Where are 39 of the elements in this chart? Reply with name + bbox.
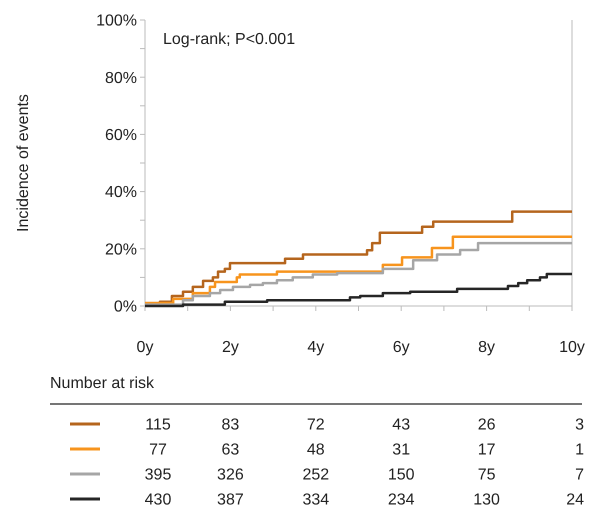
- text: 115: [145, 416, 171, 434]
- text: 31: [392, 442, 410, 459]
- y-tick-label: 60%: [104, 127, 137, 144]
- text: 24: [566, 492, 584, 509]
- text: 130: [473, 492, 500, 509]
- x-tick-label: 2y: [222, 339, 239, 356]
- y-axis-title: Incidence of events: [15, 94, 32, 232]
- y-tick-label: 80%: [104, 70, 137, 87]
- text: 72: [306, 416, 325, 434]
- text: Number at risk: [50, 375, 156, 392]
- x-tick-label: 8y: [478, 339, 496, 356]
- x-tick-label: 0y: [136, 339, 154, 356]
- y-tick-label: 100%: [96, 12, 137, 30]
- x-tick-label: 6y: [392, 339, 410, 356]
- text: 3: [575, 416, 584, 434]
- text: 150: [388, 466, 415, 484]
- y-tick-label: 0%: [114, 298, 137, 316]
- annotation: Log-rank; P<0.001: [163, 31, 296, 48]
- text: 83: [222, 416, 240, 434]
- x-tick-label: 4y: [307, 339, 324, 356]
- text: 395: [144, 466, 172, 484]
- y-tick-label: 20%: [104, 241, 137, 258]
- text: 387: [217, 492, 244, 509]
- text: 430: [144, 492, 172, 509]
- text: 17: [478, 442, 496, 459]
- text: 252: [302, 466, 330, 484]
- text: 63: [222, 442, 240, 459]
- y-tick-label: 40%: [104, 184, 137, 202]
- text: 334: [302, 492, 330, 509]
- text: 43: [392, 416, 410, 434]
- text: 1: [575, 442, 584, 459]
- text: 326: [217, 466, 244, 484]
- text: 77: [149, 442, 167, 459]
- x-tick-label: 10y: [559, 339, 585, 356]
- text: 48: [306, 442, 325, 459]
- text: 75: [478, 466, 496, 484]
- text: 7: [575, 466, 584, 484]
- text: 26: [478, 416, 496, 434]
- text: 234: [388, 492, 415, 509]
